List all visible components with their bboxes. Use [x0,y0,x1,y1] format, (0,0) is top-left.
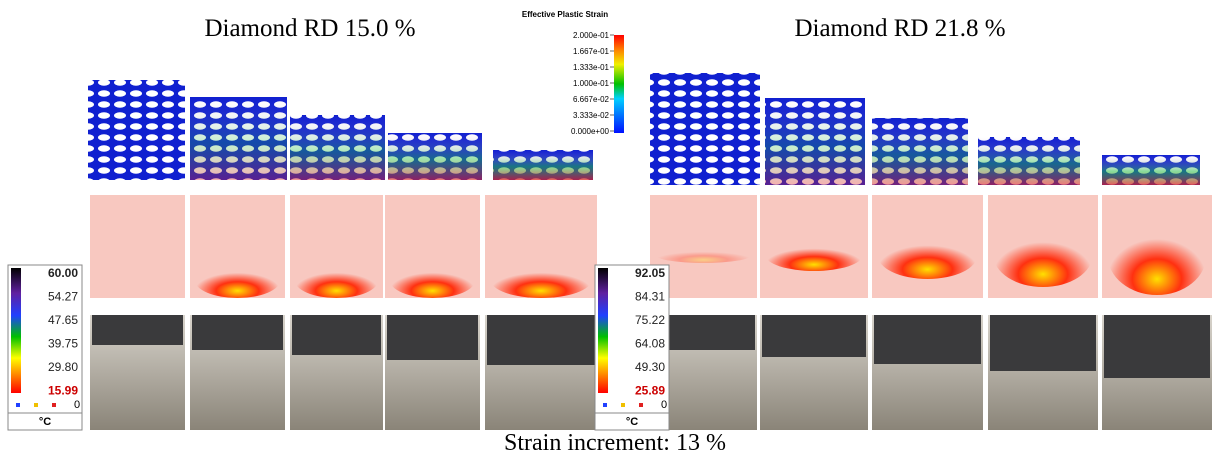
strain-overlay [765,98,865,185]
simulation-block [650,73,760,185]
thermal-scale: 60.00 54.27 47.65 39.75 29.80 15.990 °C [8,265,82,430]
legend-label: 2.000e-01 [573,31,610,40]
scale-label: 29.80 [48,360,78,374]
legend-colorbar [614,35,624,133]
panel-title: Diamond RD 15.0 % [204,15,415,42]
caption: Strain increment: 13 % [504,430,726,456]
indicator-dot [34,403,38,407]
legend-label: 6.667e-02 [573,95,610,104]
press-plate [92,315,183,345]
panel-title: Diamond RD 21.8 % [794,15,1005,42]
simulation-block [88,80,185,180]
press-plate [487,315,595,365]
heat-zone [295,262,379,298]
scale-bar [11,268,21,393]
heat-zone [195,262,281,298]
thermal-image [90,195,185,298]
press-plate [1104,315,1210,378]
press-plate [387,315,478,360]
heat-zone [1108,215,1207,295]
scale-bar [598,268,608,393]
legend-title: Effective Plastic Strain [522,10,608,19]
scale-label: 64.08 [635,337,665,351]
press-plate [292,315,381,355]
scale-label: 49.30 [635,360,665,374]
scale-label: 75.22 [635,313,665,327]
indicator-value: 0 [661,399,667,411]
legend-label: 1.333e-01 [573,63,610,72]
scale-label: 60.00 [48,266,78,280]
indicator-dot [639,403,643,407]
heat-zone [390,262,476,298]
press-plate [192,315,283,350]
legend-label: 3.333e-02 [573,111,610,120]
scale-label: 84.31 [635,290,665,304]
strain-overlay [872,118,968,185]
strain-overlay [388,133,482,180]
scale-label: 15.99 [48,384,78,398]
scale-label: 47.65 [48,313,78,327]
indicator-dot [621,403,625,407]
scale-label: 25.89 [635,384,665,398]
strain-overlay [1102,155,1200,185]
indicator-value: 0 [74,399,80,411]
heat-zone [491,262,592,298]
heat-zone [994,223,1093,287]
legend-label: 0.000e+00 [571,127,610,136]
strain-overlay [978,137,1080,185]
heat-zone [655,247,751,263]
press-plate [762,315,866,357]
strain-overlay [290,115,385,180]
scale-label: 39.75 [48,337,78,351]
press-plate [874,315,981,364]
indicator-dot [52,403,56,407]
heat-zone [765,239,862,271]
scale-label: 92.05 [635,266,665,280]
strain-overlay [190,97,287,180]
legend-label: 1.000e-01 [573,79,610,88]
page: Diamond RD 15.0 % Diamond RD 21.8 % Effe… [0,0,1214,463]
figure: Diamond RD 15.0 % Diamond RD 21.8 % Effe… [0,0,1214,463]
heat-zone [878,231,978,279]
strain-overlay [493,150,593,180]
press-plate [990,315,1096,371]
indicator-dot [603,403,607,407]
legend-label: 1.667e-01 [573,47,610,56]
scale-label: 54.27 [48,290,78,304]
indicator-dot [16,403,20,407]
scale-unit: °C [626,416,638,428]
scale-unit: °C [39,416,51,428]
thermal-scale: 92.05 84.31 75.22 64.08 49.30 25.890 °C [595,265,669,430]
